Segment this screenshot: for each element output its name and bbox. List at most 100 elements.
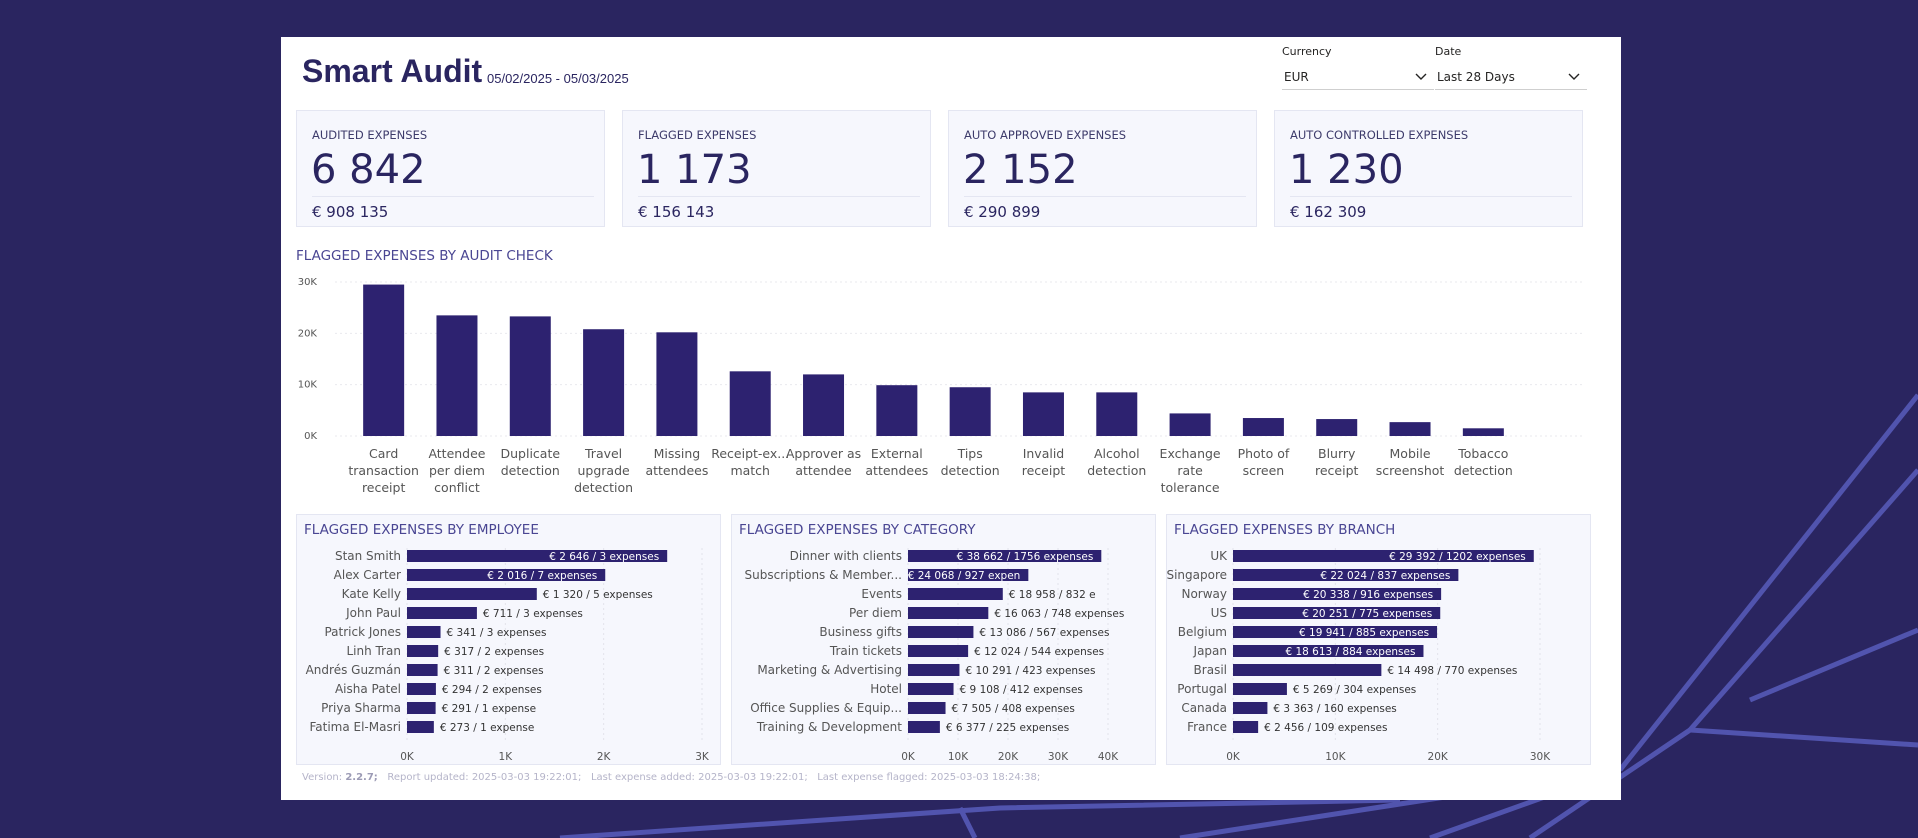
data-label: € 311 / 2 expenses: [444, 665, 544, 677]
y-tick-label: US: [1211, 606, 1227, 620]
bar[interactable]: [1096, 392, 1138, 436]
data-label: € 711 / 3 expenses: [483, 608, 583, 620]
data-label: € 14 498 / 770 expenses: [1387, 665, 1517, 677]
bar[interactable]: [656, 332, 698, 436]
kpi-card-auto-controlled[interactable]: Auto Controlled Expenses 1 230 € 162 309: [1274, 110, 1583, 227]
x-tick-label: 10K: [948, 751, 969, 763]
bar[interactable]: [908, 626, 974, 638]
kpi-card-flagged[interactable]: Flagged Expenses 1 173 € 156 143: [622, 110, 931, 227]
x-tick-label: 20K: [1428, 751, 1449, 763]
bar[interactable]: [908, 702, 946, 714]
bar[interactable]: [1233, 664, 1382, 676]
bar[interactable]: [1233, 550, 1534, 562]
bar[interactable]: [407, 588, 537, 600]
y-tick-label: 20K: [298, 328, 318, 339]
bar[interactable]: [407, 664, 438, 676]
bar[interactable]: [908, 721, 940, 733]
bar[interactable]: [407, 626, 441, 638]
x-tick-label: 30K: [1048, 751, 1069, 763]
page-title: Smart Audit: [302, 53, 483, 89]
bar[interactable]: [908, 645, 969, 657]
kpi-count: 6 842: [311, 147, 426, 193]
bar[interactable]: [407, 721, 434, 733]
branch-bar-chart: 0K 10K 20K 30K UK € 29 392 / 1202 expenses Sin…: [1167, 548, 1551, 763]
branch-chart-panel: Flagged expenses by branch 0K 10K 20K 30K UK…: [1166, 514, 1591, 765]
report-footer: Version: 2.2.7; Report updated: 2025-03-…: [302, 772, 1040, 783]
bar[interactable]: [407, 645, 439, 657]
kpi-divider: [638, 196, 920, 197]
data-label: € 20 338 / 916 expenses: [1303, 589, 1433, 601]
x-tick-label: detection: [1087, 463, 1146, 478]
y-tick-label: Kate Kelly: [342, 587, 401, 601]
bar[interactable]: [407, 569, 606, 581]
audit-check-chart-title: Flagged expenses by audit check: [296, 248, 553, 264]
bar[interactable]: [729, 371, 771, 436]
currency-filter: Currency EUR: [1282, 45, 1434, 90]
y-tick-label: Training & Development: [756, 720, 902, 734]
y-tick-label: Norway: [1181, 587, 1227, 601]
bar[interactable]: [949, 387, 991, 436]
date-dropdown[interactable]: Last 28 Days: [1435, 65, 1587, 90]
bar[interactable]: [803, 374, 845, 436]
kpi-card-audited[interactable]: Audited Expenses 6 842 € 908 135: [296, 110, 605, 227]
x-tick-label: 3K: [695, 751, 710, 763]
x-tick-label: 0K: [400, 751, 415, 763]
bar[interactable]: [1233, 702, 1268, 714]
bar[interactable]: [908, 664, 960, 676]
data-label: € 29 392 / 1202 expenses: [1389, 551, 1526, 563]
bar[interactable]: [908, 550, 1102, 562]
kpi-amount: € 162 309: [1290, 203, 1367, 221]
bar[interactable]: [1169, 413, 1211, 436]
bar[interactable]: [436, 315, 478, 436]
bar[interactable]: [1233, 607, 1441, 619]
data-label: € 19 941 / 885 expenses: [1299, 627, 1429, 639]
bar[interactable]: [1233, 683, 1287, 695]
x-tick-label: tolerance: [1161, 480, 1220, 495]
bar[interactable]: [908, 588, 1003, 600]
bar[interactable]: [407, 702, 436, 714]
bar[interactable]: [363, 284, 405, 436]
data-label: € 3 363 / 160 expenses: [1273, 703, 1396, 715]
x-tick-label: Duplicate: [501, 446, 561, 461]
x-tick-label: Travel: [584, 446, 622, 461]
report-page: Smart Audit 05/02/2025 - 05/03/2025 Curr…: [281, 37, 1621, 800]
bar[interactable]: [908, 683, 954, 695]
bar[interactable]: [1233, 626, 1438, 638]
data-label: € 294 / 2 expenses: [442, 684, 542, 696]
bar[interactable]: [407, 683, 436, 695]
bar[interactable]: [509, 316, 551, 436]
category-bar-chart: 0K 10K 20K 30K 40K Dinner with clients € 38 66…: [745, 548, 1124, 763]
version-label: Version:: [302, 772, 346, 783]
bar[interactable]: [908, 569, 1029, 581]
currency-dropdown[interactable]: EUR: [1282, 65, 1434, 90]
bar[interactable]: [876, 385, 918, 436]
bar[interactable]: [407, 550, 668, 562]
bar[interactable]: [1233, 569, 1459, 581]
bar[interactable]: [1233, 645, 1424, 657]
x-tick-label: Alcohol: [1094, 446, 1140, 461]
bar[interactable]: [583, 329, 625, 436]
x-tick-label: screen: [1243, 463, 1285, 478]
bar[interactable]: [407, 607, 477, 619]
bar[interactable]: [1316, 419, 1358, 436]
kpi-card-auto-approved[interactable]: Auto Approved Expenses 2 152 € 290 899: [948, 110, 1257, 227]
version-number: 2.2.7;: [345, 772, 378, 783]
bar[interactable]: [1022, 392, 1064, 436]
bar[interactable]: [1233, 588, 1442, 600]
x-tick-label: Invalid: [1023, 446, 1065, 461]
bar[interactable]: [1233, 721, 1259, 733]
y-tick-label: Office Supplies & Equip...: [750, 701, 902, 715]
y-tick-label: Japan: [1193, 644, 1227, 658]
bar[interactable]: [1389, 422, 1431, 436]
category-chart-title: Flagged expenses by category: [739, 522, 976, 538]
bar[interactable]: [1242, 418, 1284, 436]
x-tick-label: match: [730, 463, 770, 478]
x-tick-label: Photo of: [1238, 446, 1290, 461]
bar[interactable]: [908, 607, 989, 619]
y-tick-label: Events: [861, 587, 902, 601]
bar[interactable]: [1462, 428, 1504, 436]
x-tick-label: Attendee: [428, 446, 485, 461]
chevron-down-icon: [1415, 73, 1427, 80]
y-tick-label: Canada: [1181, 701, 1227, 715]
y-tick-label: Fatima El-Masri: [309, 720, 401, 734]
